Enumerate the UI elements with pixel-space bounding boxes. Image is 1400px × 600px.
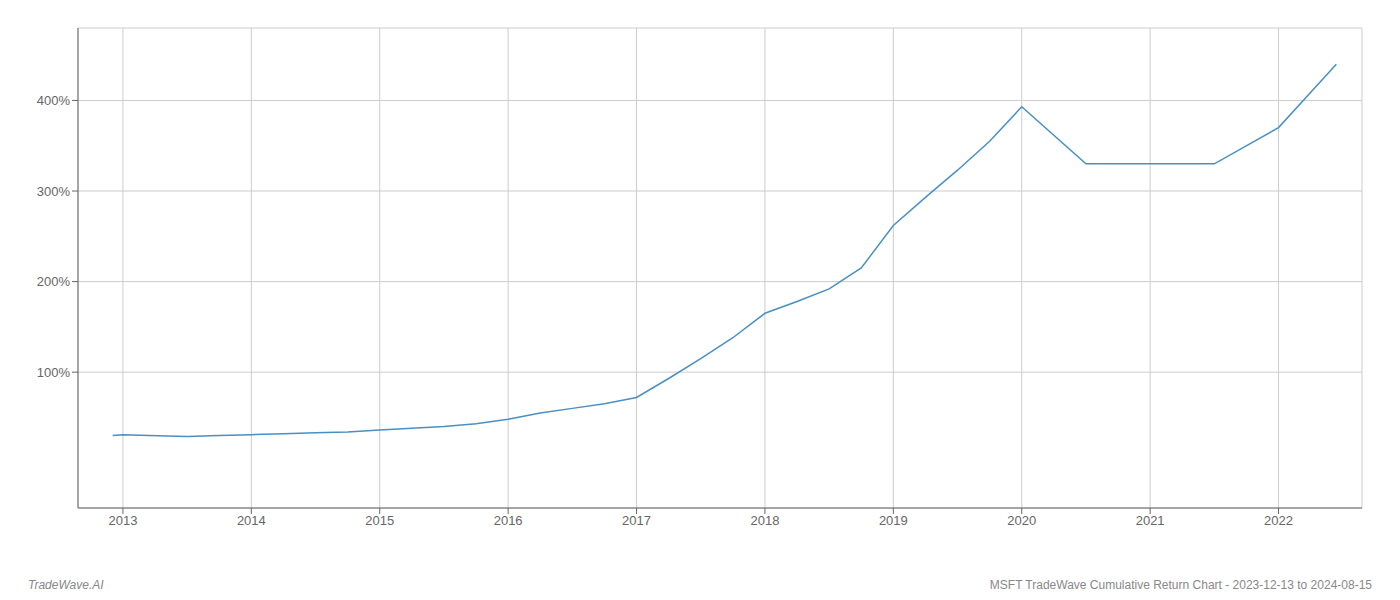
svg-text:2016: 2016	[494, 513, 523, 528]
svg-text:200%: 200%	[37, 274, 71, 289]
html-text:MSFT TradeWave Cumulative Retu: MSFT TradeWave Cumulative Return Chart -…	[989, 578, 1372, 592]
svg-text:300%: 300%	[37, 184, 71, 199]
svg-text:2021: 2021	[1136, 513, 1165, 528]
svg-text:400%: 400%	[37, 93, 71, 108]
svg-text:2013: 2013	[108, 513, 137, 528]
svg-text:2015: 2015	[365, 513, 394, 528]
svg-text:2022: 2022	[1264, 513, 1293, 528]
svg-text:2014: 2014	[237, 513, 266, 528]
svg-text:2018: 2018	[750, 513, 779, 528]
svg-text:2019: 2019	[879, 513, 908, 528]
svg-text:2017: 2017	[622, 513, 651, 528]
svg-text:2020: 2020	[1007, 513, 1036, 528]
html-text:TradeWave.AI: TradeWave.AI	[28, 578, 104, 592]
svg-text:100%: 100%	[37, 365, 71, 380]
